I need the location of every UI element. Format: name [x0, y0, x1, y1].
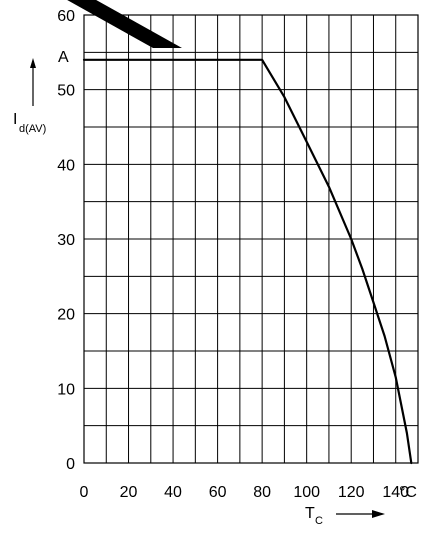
axis-layer: 0 10 20 30 40 50 60 0 20 40 60 80 100 120 140	[57, 8, 419, 501]
x-tick-label: 20	[120, 484, 138, 501]
x-tick-label: 80	[253, 484, 271, 501]
x-unit-label: °C	[399, 484, 417, 501]
overlay-layer	[67, 0, 182, 48]
x-tick-label: 0	[80, 484, 89, 501]
top-left-corner-mark	[67, 0, 182, 48]
y-tick-label: 10	[57, 381, 75, 398]
y-tick-label: 30	[57, 232, 75, 249]
x-tick-label: 40	[164, 484, 182, 501]
y-tick-label: 20	[57, 307, 75, 324]
x-axis-label-subscript: C	[315, 515, 323, 527]
x-tick-label: 120	[338, 484, 365, 501]
x-axis-arrow-head	[372, 510, 385, 518]
x-tick-label: 100	[293, 484, 320, 501]
y-tick-label: 40	[57, 157, 75, 174]
grid-layer	[84, 15, 418, 463]
y-unit-label: A	[58, 49, 69, 66]
series-layer	[82, 58, 413, 465]
plot-frame	[83, 14, 419, 464]
y-axis-label: I	[13, 111, 17, 128]
label-layer: A °C I d(AV) T C	[13, 49, 417, 527]
x-axis-label: T	[305, 505, 315, 522]
y-tick-label: 50	[57, 83, 75, 100]
y-tick-label: 60	[57, 8, 75, 25]
y-axis-arrow-head	[30, 58, 36, 68]
x-tick-label: 60	[209, 484, 227, 501]
y-axis-label-subscript: d(AV)	[19, 123, 46, 135]
x-tick-label: 140	[382, 484, 409, 501]
series-line-0	[82, 58, 413, 465]
y-tick-label: 0	[66, 456, 75, 473]
